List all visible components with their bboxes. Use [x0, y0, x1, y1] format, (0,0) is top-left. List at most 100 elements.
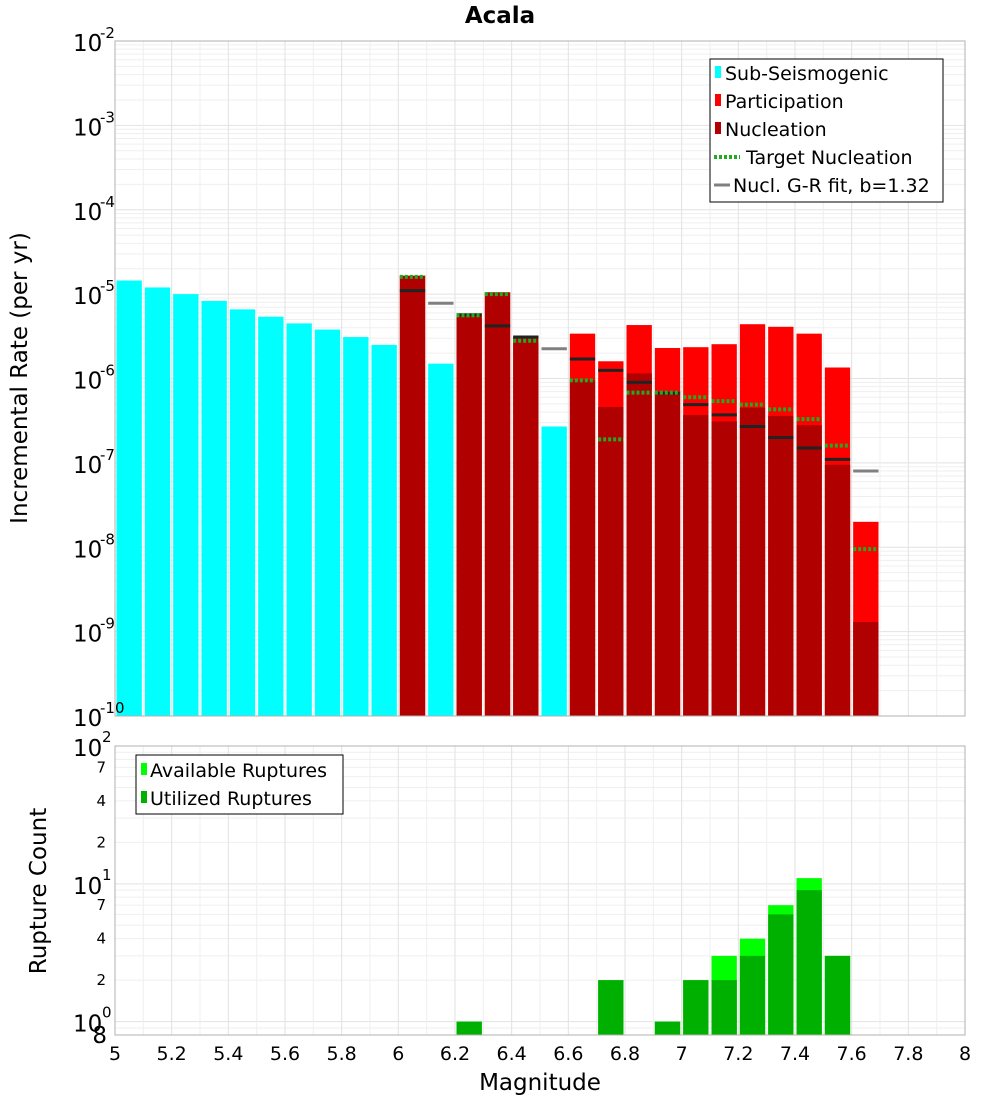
nucleation-bar [456, 314, 482, 716]
sub-seismogenic-bar [343, 337, 369, 716]
nucleation-bar [824, 464, 851, 716]
rate-legend-box [709, 58, 944, 203]
legend-swatch-nucleation [715, 122, 721, 134]
rate-y-tick-label: 10 [73, 284, 102, 310]
rate-y-tick-label: 10 [73, 453, 102, 479]
rate-y-tick-label: 10 [73, 369, 102, 395]
sub-seismogenic-bar [116, 280, 142, 716]
x-tick-label: 7.8 [893, 1043, 923, 1065]
top-y-axis-label: Incremental Rate (per yr) [7, 232, 33, 524]
nucleation-bar [598, 406, 624, 716]
x-tick-label: 7.2 [723, 1043, 753, 1065]
x-tick-label: 7.6 [837, 1043, 867, 1065]
sub-seismogenic-bar [371, 344, 397, 716]
utilized-ruptures-bar [739, 955, 766, 1035]
utilized-ruptures-bar [824, 955, 851, 1035]
x-tick-label: 6.6 [553, 1043, 583, 1065]
nucleation-bar [654, 394, 681, 716]
utilized-ruptures-bar [683, 980, 709, 1035]
sub-seismogenic-bar [144, 287, 171, 716]
rupture-legend-box [135, 754, 344, 815]
x-axis-label: Magnitude [479, 1070, 601, 1096]
x-tick-label: 5.8 [327, 1043, 357, 1065]
rate-y-tick-exponent: -9 [100, 615, 115, 633]
rupture-legend: Available Ruptures Utilized Ruptures [135, 754, 344, 815]
rate-y-tick-exponent: -5 [100, 277, 115, 295]
nucleation-bar [484, 292, 511, 716]
sub-seismogenic-bar [428, 363, 454, 716]
rupture-y-tick-exponent: 1 [102, 866, 112, 884]
nucleation-bar [399, 275, 426, 716]
legend-swatch-utilized [141, 791, 147, 803]
utilized-ruptures-bar [456, 1021, 482, 1035]
x-tick-label: 6.2 [440, 1043, 470, 1065]
rate-y-tick-exponent: -6 [100, 362, 115, 380]
rupture-y-minor-tick-label: 7 [96, 896, 106, 914]
legend-label-target-nucleation: Target Nucleation [745, 147, 913, 169]
sub-seismogenic-bar [229, 309, 256, 716]
rate-y-tick-exponent: -2 [100, 24, 115, 42]
rupture-y-tick-label: 10 [73, 736, 102, 762]
x-tick-label: 6.8 [610, 1043, 640, 1065]
rate-y-tick-exponent: -10 [100, 699, 125, 717]
nucleation-bar [626, 373, 652, 716]
legend-label-available: Available Ruptures [150, 760, 327, 782]
legend-swatch-sub-seismogenic [715, 66, 721, 78]
rate-y-tick-exponent: -3 [100, 108, 115, 126]
utilized-ruptures-bar [654, 1021, 681, 1035]
x-tick-label: 5.2 [157, 1043, 187, 1065]
nucleation-bar [796, 425, 822, 716]
bottom-y-axis-label: Rupture Count [26, 808, 52, 974]
rate-y-tick-label: 10 [73, 537, 102, 563]
x-tick-label: 6.4 [497, 1043, 527, 1065]
rate-plot-border [114, 40, 966, 717]
rate-legend: Sub-Seismogenic Participation Nucleation… [709, 58, 944, 203]
legend-swatch-participation [715, 94, 721, 106]
legend-label-participation: Participation [725, 91, 844, 113]
nucleation-bar [768, 415, 794, 716]
legend-swatch-available [141, 763, 147, 775]
sub-seismogenic-bar [286, 323, 312, 716]
x-tick-label: 5 [109, 1043, 121, 1065]
nucleation-bar [853, 622, 879, 716]
nucleation-bar [569, 380, 596, 716]
x-tick-label: 7.4 [780, 1043, 810, 1065]
sub-seismogenic-bar [258, 316, 284, 716]
rupture-y-tick-exponent: 2 [102, 728, 112, 746]
utilized-ruptures-bar [598, 980, 624, 1035]
rupture-y-minor-tick-label: 2 [96, 833, 106, 851]
rupture-y-tick-label: 10 [73, 1012, 102, 1038]
x-tick-label: 5.6 [270, 1043, 300, 1065]
sub-seismogenic-bar [541, 426, 567, 716]
x-tick-label: 6 [392, 1043, 404, 1065]
rupture-plot-border [114, 745, 966, 1036]
sub-seismogenic-bar [314, 329, 341, 716]
rate-y-tick-exponent: -7 [100, 446, 115, 464]
sub-seismogenic-bar [201, 300, 227, 716]
rupture-y-minor-tick-label: 2 [96, 971, 106, 989]
nucleation-bar [739, 407, 766, 716]
nucleation-bar [513, 337, 539, 716]
x-tick-label: 7 [676, 1043, 688, 1065]
rate-y-tick-label: 10 [73, 31, 102, 57]
rupture-y-tick-label: 10 [73, 874, 102, 900]
sub-seismogenic-bar [173, 294, 199, 716]
chart-title: Acala [465, 3, 535, 29]
rupture-y-minor-tick-label: 7 [96, 758, 106, 776]
nucleation-bar [711, 421, 737, 716]
nucleation-bar [683, 414, 709, 716]
utilized-ruptures-bar [711, 980, 737, 1035]
rupture-y-minor-tick-label: 4 [96, 792, 106, 810]
rate-y-tick-label: 10 [73, 622, 102, 648]
rupture-y-tick-exponent: 0 [102, 1004, 112, 1022]
x-tick-label: 5.4 [213, 1043, 243, 1065]
legend-label-nucleation: Nucleation [725, 119, 827, 141]
rate-y-tick-exponent: -8 [100, 530, 115, 548]
utilized-ruptures-bar [768, 914, 794, 1035]
rate-y-tick-label: 10 [73, 115, 102, 141]
rupture-y-minor-tick-label: 4 [96, 930, 106, 948]
legend-label-gr-fit: Nucl. G-R fit, b=1.32 [733, 175, 930, 197]
utilized-ruptures-bar [796, 890, 822, 1035]
rate-y-tick-label: 10 [73, 706, 102, 732]
x-tick-label: 8 [959, 1043, 971, 1065]
